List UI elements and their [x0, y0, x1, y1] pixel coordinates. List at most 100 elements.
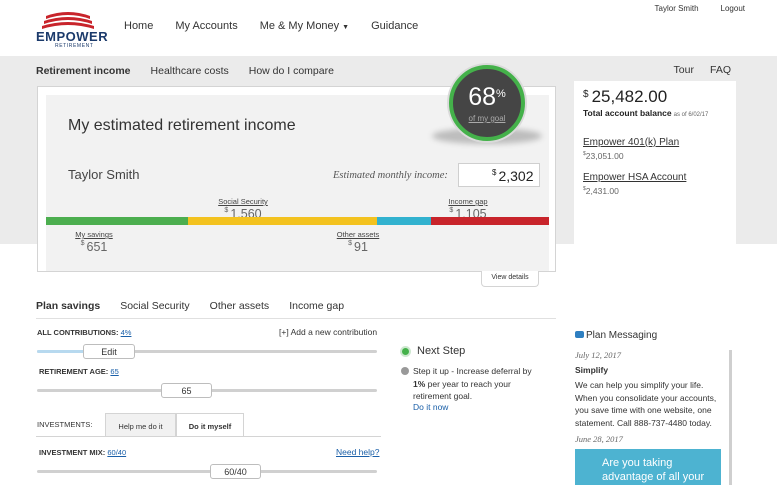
contributions-slider-fill — [37, 350, 87, 353]
subnav-retirement-income[interactable]: Retirement income — [36, 65, 131, 77]
step-bullet-icon — [401, 367, 409, 375]
nav-me-my-money[interactable]: Me & My Money ▼ — [260, 20, 349, 32]
retirement-age-label-text: RETIREMENT AGE: — [39, 367, 109, 376]
estimated-monthly-label: Estimated monthly income: — [333, 170, 448, 181]
next-step-title: Next Step — [417, 345, 466, 357]
investment-mix-label: INVESTMENT MIX: 60/40 — [39, 448, 126, 457]
message-date: June 28, 2017 — [575, 434, 623, 444]
contributions-value-link[interactable]: 4% — [120, 328, 132, 337]
retirement-age-value-link[interactable]: 65 — [110, 367, 119, 376]
total-balance-label-text: Total account balance — [583, 108, 672, 118]
caret-down-icon: ▼ — [342, 24, 350, 31]
sub-nav: Retirement income Healthcare costs How d… — [36, 65, 354, 77]
other-assets-value: 91 — [354, 240, 368, 254]
percent-sign: % — [496, 88, 506, 100]
subnav-how-do-i-compare[interactable]: How do I compare — [248, 65, 334, 77]
currency-symbol: $ — [583, 151, 586, 157]
retirement-age-label: RETIREMENT AGE: 65 — [39, 367, 119, 376]
investment-mix-value-link[interactable]: 60/40 — [107, 448, 127, 457]
investment-mix-handle[interactable]: 60/40 — [210, 464, 261, 479]
need-help-link[interactable]: Need help? — [336, 447, 380, 457]
main-nav: Home My Accounts Me & My Money ▼ Guidance — [124, 20, 440, 32]
currency-symbol: $ — [583, 186, 586, 192]
view-details-button[interactable]: View details — [481, 271, 539, 287]
bar-segment-my-savings — [46, 217, 189, 225]
investment-mix-label-text: INVESTMENT MIX: — [39, 448, 106, 457]
faq-link[interactable]: FAQ — [709, 64, 731, 76]
of-my-goal-link[interactable]: of my goal — [468, 114, 506, 123]
subnav-healthcare-costs[interactable]: Healthcare costs — [150, 65, 229, 77]
nav-guidance[interactable]: Guidance — [371, 20, 419, 32]
total-balance-label: Total account balance as of 6/02/17 — [583, 108, 708, 118]
logo-subtext: RETIREMENT — [55, 43, 94, 49]
tabs-divider — [36, 318, 556, 319]
do-it-now-link[interactable]: Do it now — [413, 402, 449, 412]
message-title: Simplify — [575, 365, 609, 375]
tour-link[interactable]: Tour — [673, 64, 694, 76]
empower-logo[interactable]: EMPOWER RETIREMENT — [36, 10, 108, 49]
currency-symbol: $ — [492, 168, 497, 177]
bar-segment-income-gap — [431, 217, 549, 225]
nav-home[interactable]: Home — [124, 20, 154, 32]
nav-me-my-money-label: Me & My Money — [259, 20, 340, 32]
promo-banner[interactable]: Are you taking advantage of all your — [575, 449, 721, 485]
add-contribution-link[interactable]: [+] Add a new contribution — [279, 327, 378, 337]
plan-messaging-title: Plan Messaging — [586, 330, 658, 341]
bar-segment-social-security — [188, 217, 378, 225]
goal-percent: 68% — [453, 83, 521, 112]
help-links: Tour FAQ — [658, 64, 731, 76]
retirement-age-handle[interactable]: 65 — [161, 383, 212, 398]
next-step-text-post: per year to reach your retirement goal. — [413, 378, 511, 402]
contributions-edit-handle[interactable]: Edit — [83, 344, 135, 359]
user-links: Taylor Smith Logout — [633, 4, 745, 13]
total-balance-value: 25,482.00 — [591, 87, 668, 106]
account-amount-hsa-value: 2,431.00 — [585, 186, 619, 196]
tab-income-gap[interactable]: Income gap — [289, 300, 345, 312]
next-step-text-pre: Step it up - Increase deferral by — [413, 366, 532, 376]
next-step-text: Step it up - Increase deferral by 1% per… — [413, 365, 543, 403]
plan-tabs: Plan savings Social Security Other asset… — [36, 300, 364, 312]
estimated-monthly-value: $2,302 — [458, 163, 540, 187]
contributions-slider-track[interactable] — [37, 350, 377, 353]
logout-link[interactable]: Logout — [720, 4, 745, 13]
social-security-label[interactable]: Social Security — [218, 197, 268, 206]
tab-help-me-do-it[interactable]: Help me do it — [105, 413, 176, 437]
currency-symbol: $ — [449, 207, 454, 214]
investments-label: INVESTMENTS: — [37, 420, 93, 429]
goal-ring: 68% of my goal — [449, 65, 525, 141]
messages-scrollbar[interactable] — [729, 350, 732, 485]
chat-bubble-icon — [575, 331, 584, 338]
currency-symbol: $ — [224, 207, 229, 214]
flag-icon — [42, 12, 94, 29]
tab-plan-savings[interactable]: Plan savings — [36, 300, 101, 312]
nav-my-accounts[interactable]: My Accounts — [175, 20, 238, 32]
income-breakdown-bar[interactable] — [46, 217, 549, 225]
logo-text: EMPOWER — [36, 29, 109, 44]
my-savings-label[interactable]: My savings — [75, 230, 113, 239]
bar-segment-other-assets — [377, 217, 432, 225]
currency-symbol: $ — [348, 240, 352, 247]
tab-do-it-myself[interactable]: Do it myself — [176, 413, 244, 437]
other-assets-label[interactable]: Other assets — [336, 230, 380, 239]
account-link-hsa[interactable]: Empower HSA Account — [583, 172, 687, 183]
tab-other-assets[interactable]: Other assets — [209, 300, 270, 312]
contributions-label: ALL CONTRIBUTIONS: 4% — [37, 328, 131, 337]
my-savings-value: 651 — [86, 240, 108, 254]
account-amount-401k: $23,051.00 — [583, 151, 624, 161]
total-balance: $25,482.00 — [583, 87, 667, 107]
income-card-title: My estimated retirement income — [68, 117, 296, 134]
estimated-monthly-amount: 2,302 — [498, 168, 534, 184]
next-step-icon — [400, 346, 411, 357]
account-amount-hsa: $2,431.00 — [583, 186, 619, 196]
other-assets-amount: $91 — [328, 240, 388, 254]
account-amount-401k-value: 23,051.00 — [585, 151, 624, 161]
account-link-401k[interactable]: Empower 401(k) Plan — [583, 137, 680, 148]
investment-mix-slider-track[interactable] — [37, 470, 377, 473]
income-gap-label[interactable]: Income gap — [448, 197, 488, 206]
income-card-inner: My estimated retirement income Taylor Sm… — [46, 95, 549, 271]
goal-percent-value: 68 — [468, 83, 497, 111]
header: EMPOWER RETIREMENT Home My Accounts Me &… — [0, 0, 777, 56]
user-name-link[interactable]: Taylor Smith — [654, 4, 699, 13]
tab-social-security[interactable]: Social Security — [120, 300, 190, 312]
person-name: Taylor Smith — [68, 167, 140, 182]
